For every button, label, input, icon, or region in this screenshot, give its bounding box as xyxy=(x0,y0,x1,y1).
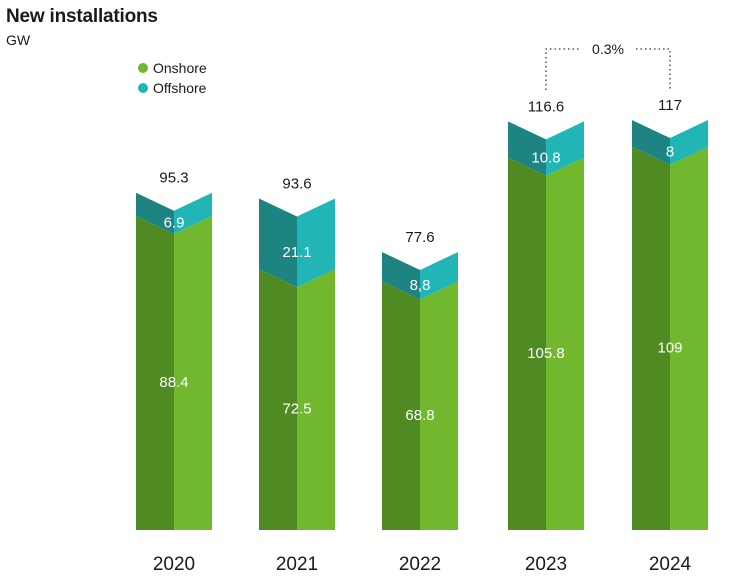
x-tick-label-2024: 2024 xyxy=(649,554,692,575)
x-tick-label-2020: 2020 xyxy=(153,554,195,575)
legend-label-offshore: Offshore xyxy=(153,80,207,96)
bar-onshore-left-2023 xyxy=(508,157,546,530)
bar-offshore-right-2020 xyxy=(174,192,212,234)
onshore-value-label-2024: 109 xyxy=(657,339,682,356)
bar-onshore-left-2024 xyxy=(632,146,670,530)
annotation-bracket-right xyxy=(636,48,671,91)
bar-offshore-right-2021 xyxy=(297,198,335,288)
annotation-bracket-left xyxy=(545,48,580,91)
legend-label-onshore: Onshore xyxy=(153,60,207,76)
bar-offshore-right-2023 xyxy=(546,121,584,176)
bar-offshore-left-2024 xyxy=(632,120,670,165)
offshore-value-label-2024: 8 xyxy=(666,143,674,160)
total-label-2022: 77.6 xyxy=(405,229,434,246)
bar-offshore-right-2024 xyxy=(670,120,708,165)
bar-onshore-right-2024 xyxy=(670,146,708,530)
offshore-value-label-2021: 21.1 xyxy=(282,244,311,261)
onshore-swatch xyxy=(138,63,148,73)
bar-onshore-left-2020 xyxy=(136,215,174,531)
total-label-2021: 93.6 xyxy=(282,175,311,192)
total-label-2023: 116.6 xyxy=(528,98,564,115)
offshore-value-label-2022: 8,8 xyxy=(410,277,431,294)
offshore-swatch xyxy=(138,83,148,93)
x-tick-label-2021: 2021 xyxy=(276,554,318,575)
legend: Onshore Offshore xyxy=(138,58,207,98)
onshore-value-label-2020: 88.4 xyxy=(159,374,188,391)
offshore-value-label-2023: 10.8 xyxy=(531,149,560,166)
bar-onshore-right-2022 xyxy=(420,281,458,530)
legend-item-offshore: Offshore xyxy=(138,78,207,98)
total-label-2024: 117 xyxy=(658,97,682,114)
total-label-2020: 95.3 xyxy=(159,170,188,187)
bar-offshore-left-2022 xyxy=(382,252,420,300)
bar-offshore-right-2022 xyxy=(420,252,458,300)
bar-onshore-right-2020 xyxy=(174,215,212,531)
chart-unit: GW xyxy=(6,32,31,48)
onshore-value-label-2021: 72.5 xyxy=(282,401,311,418)
bar-onshore-right-2021 xyxy=(297,269,335,530)
x-tick-label-2023: 2023 xyxy=(525,554,567,575)
onshore-value-label-2023: 105.8 xyxy=(527,345,565,362)
chart-title: New installations xyxy=(6,6,158,27)
bar-onshore-left-2022 xyxy=(382,281,420,530)
legend-item-onshore: Onshore xyxy=(138,58,207,78)
bar-offshore-left-2021 xyxy=(259,198,297,288)
offshore-value-label-2020: 6.9 xyxy=(164,214,185,231)
bar-offshore-left-2020 xyxy=(136,192,174,234)
onshore-value-label-2022: 68.8 xyxy=(405,407,434,424)
annotation-label: 0.3% xyxy=(592,41,624,57)
x-tick-label-2022: 2022 xyxy=(399,554,441,575)
bar-onshore-right-2023 xyxy=(546,157,584,530)
bar-offshore-left-2023 xyxy=(508,121,546,176)
bar-onshore-left-2021 xyxy=(259,269,297,530)
